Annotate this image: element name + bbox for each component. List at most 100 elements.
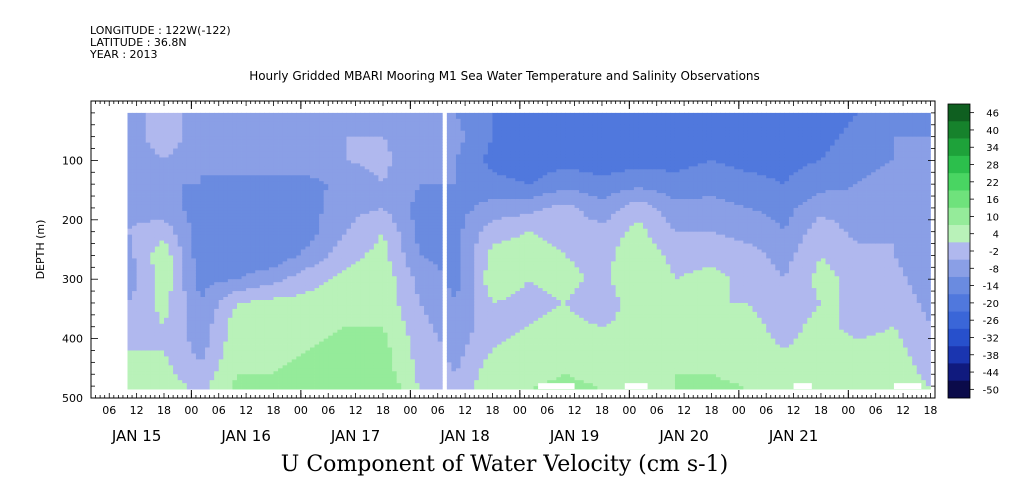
heatmap-cell — [328, 353, 334, 357]
heatmap-cell — [154, 338, 160, 342]
heatmap-cell — [223, 184, 229, 188]
heatmap-cell — [241, 344, 247, 348]
chart-title: Hourly Gridded MBARI Mooring M1 Sea Wate… — [249, 69, 760, 83]
heatmap-cell — [351, 210, 356, 215]
heatmap-cell — [282, 196, 288, 200]
heatmap-cell — [328, 199, 334, 203]
heatmap-cell — [145, 267, 151, 271]
heatmap-cell — [337, 118, 343, 123]
heatmap-cell — [250, 314, 256, 319]
heatmap-cell — [200, 169, 206, 173]
heatmap-cell — [264, 207, 270, 212]
heatmap-cell — [332, 121, 338, 126]
heatmap-cell — [159, 350, 165, 354]
heatmap-cell — [236, 267, 242, 271]
heatmap-cell — [287, 204, 293, 209]
heatmap-cell — [323, 255, 329, 259]
heatmap-cell — [218, 142, 224, 146]
heatmap-cell — [214, 258, 220, 262]
heatmap-cell — [145, 190, 151, 194]
heatmap-cell — [278, 196, 284, 200]
heatmap-cell — [191, 157, 197, 161]
heatmap-cell — [291, 302, 297, 307]
heatmap-cell — [163, 347, 169, 351]
heatmap-cell — [314, 282, 320, 286]
heatmap-cell — [268, 353, 274, 357]
heatmap-cell — [163, 261, 169, 265]
heatmap-cell — [369, 255, 375, 259]
heatmap-cell — [264, 305, 270, 310]
heatmap-cell — [319, 139, 325, 143]
heatmap-cell — [200, 338, 206, 342]
heatmap-cell — [314, 255, 320, 259]
heatmap-cell — [273, 118, 279, 123]
heatmap-cell — [209, 166, 215, 170]
heatmap-cell — [332, 264, 338, 268]
heatmap-cell — [236, 115, 242, 120]
heatmap-cell — [186, 151, 192, 155]
heatmap-cell — [214, 279, 220, 283]
heatmap-cell — [159, 314, 165, 319]
heatmap-cell — [200, 285, 206, 289]
heatmap-cell — [369, 115, 375, 120]
heatmap-cell — [355, 133, 361, 138]
heatmap-cell — [209, 356, 215, 360]
heatmap-cell — [305, 228, 311, 233]
heatmap-cell — [168, 380, 174, 384]
heatmap-cell — [223, 258, 229, 262]
heatmap-cell — [332, 294, 338, 298]
heatmap-cell — [232, 323, 238, 328]
heatmap-cell — [309, 255, 315, 259]
heatmap-cell — [309, 237, 315, 241]
heatmap-cell — [136, 356, 142, 360]
heatmap-cell — [205, 288, 211, 292]
heatmap-cell — [264, 240, 270, 244]
heatmap-cell — [319, 222, 325, 227]
heatmap-cell — [328, 216, 334, 221]
heatmap-cell — [305, 317, 311, 322]
heatmap-cell — [332, 338, 338, 342]
heatmap-cell — [246, 353, 252, 357]
heatmap-cell — [259, 201, 265, 206]
heatmap-cell — [145, 273, 151, 277]
heatmap-cell — [346, 297, 352, 301]
heatmap-cell — [159, 305, 165, 310]
heatmap-cell — [332, 201, 338, 206]
heatmap-cell — [168, 234, 174, 239]
heatmap-cell — [200, 302, 206, 307]
heatmap-cell — [273, 181, 279, 185]
heatmap-cell — [145, 302, 151, 307]
heatmap-cell — [200, 196, 206, 200]
heatmap-cell — [195, 222, 201, 227]
heatmap-cell — [159, 288, 165, 292]
heatmap-cell — [154, 323, 160, 328]
heatmap-cell — [305, 154, 311, 158]
heatmap-cell — [205, 359, 211, 363]
heatmap-cell — [132, 279, 138, 283]
heatmap-cell — [287, 255, 293, 259]
heatmap-cell — [287, 219, 293, 224]
heatmap-cell — [209, 383, 215, 387]
heatmap-cell — [200, 234, 206, 239]
heatmap-cell — [177, 270, 183, 274]
heatmap-cell — [223, 216, 229, 221]
heatmap-cell — [205, 133, 211, 138]
heatmap-cell — [355, 201, 361, 206]
heatmap-cell — [259, 121, 265, 126]
heatmap-cell — [173, 115, 179, 120]
heatmap-cell — [309, 246, 315, 250]
heatmap-cell — [282, 347, 288, 351]
heatmap-cell — [182, 329, 188, 334]
heatmap-cell — [278, 267, 284, 271]
heatmap-cell — [205, 234, 211, 239]
heatmap-cell — [214, 178, 220, 182]
heatmap-cell — [218, 133, 224, 138]
heatmap-cell — [218, 210, 224, 215]
heatmap-cell — [154, 201, 160, 206]
heatmap-cell — [255, 234, 261, 239]
heatmap-cell — [177, 320, 183, 325]
heatmap-cell — [278, 210, 284, 215]
heatmap-cell — [319, 326, 325, 331]
heatmap-cell — [255, 166, 261, 170]
heatmap-cell — [369, 270, 375, 274]
